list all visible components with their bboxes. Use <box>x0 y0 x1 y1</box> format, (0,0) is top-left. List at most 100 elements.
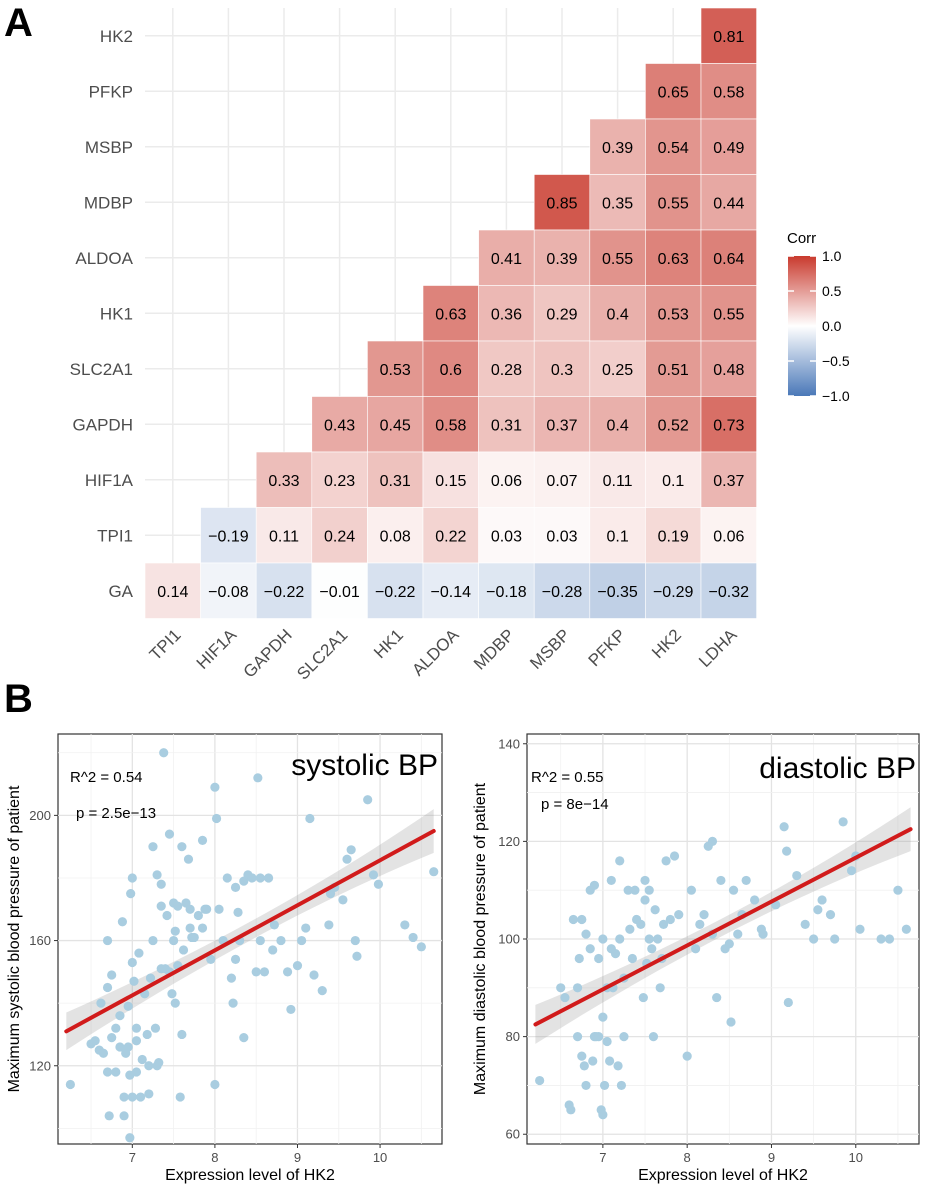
data-point <box>682 1051 692 1061</box>
data-point <box>579 1061 589 1071</box>
data-point <box>699 909 709 920</box>
row-label: HK2 <box>100 27 133 46</box>
data-point <box>627 953 637 964</box>
data-point <box>230 882 241 892</box>
cell-value-label: 0.24 <box>324 528 355 545</box>
data-point <box>825 909 836 920</box>
data-point <box>233 907 243 917</box>
cell-value-label: 0.48 <box>713 362 744 379</box>
heatmap-cell <box>645 63 702 120</box>
data-point <box>164 829 175 839</box>
cell-value-label: 0.08 <box>380 528 411 545</box>
data-point <box>98 1048 109 1058</box>
data-point <box>107 970 117 980</box>
data-point <box>577 914 587 925</box>
data-point <box>750 895 760 905</box>
data-point <box>817 895 827 905</box>
data-point <box>661 856 671 866</box>
col-label: PFKP <box>585 625 630 670</box>
data-point <box>111 1023 121 1033</box>
data-point <box>145 973 156 983</box>
cell-value-label: 0.11 <box>269 528 299 545</box>
data-point <box>102 982 113 993</box>
data-point <box>615 856 625 866</box>
data-point <box>598 1110 608 1120</box>
data-point <box>107 1032 117 1043</box>
data-point <box>152 870 162 880</box>
heatmap-cell <box>200 562 257 619</box>
x-tick-label: 10 <box>849 1150 863 1165</box>
cell-value-label: 0.44 <box>713 195 744 212</box>
data-point <box>185 923 195 933</box>
cell-value-label: −0.01 <box>319 584 360 601</box>
data-point <box>809 934 819 944</box>
data-point <box>127 957 137 968</box>
heatmap-cell <box>533 562 591 619</box>
data-point <box>148 935 158 946</box>
scatter-diastolic: 7 8 9 10 60 80 100 120 140 diastolic BP R^2 = 0.… <box>472 733 920 1184</box>
heatmap-cell <box>589 118 646 175</box>
data-point <box>247 873 257 883</box>
regression-line <box>64 829 436 1034</box>
data-point <box>625 924 635 934</box>
cell-value-label: 0.52 <box>658 417 689 434</box>
data-point <box>259 967 270 977</box>
p-annotation: p = 8e−14 <box>541 796 609 813</box>
data-point <box>712 992 722 1003</box>
col-label: TPI1 <box>146 625 185 664</box>
data-point <box>724 939 734 949</box>
heatmap-cell <box>478 451 535 508</box>
data-point <box>162 910 172 921</box>
data-point <box>175 1092 185 1102</box>
r2-annotation: R^2 = 0.54 <box>70 769 143 786</box>
x-axis-label: Expression level of HK2 <box>165 1167 335 1184</box>
heatmap-cell <box>700 396 757 453</box>
cell-value-label: −0.18 <box>486 584 527 601</box>
data-point <box>115 1011 125 1021</box>
cell-value-label: 0.54 <box>658 140 689 157</box>
data-point <box>251 967 261 977</box>
col-label: LDHA <box>695 625 741 671</box>
legend-tick-label: 0.0 <box>822 318 842 334</box>
data-point <box>210 782 220 792</box>
cell-value-label: −0.22 <box>375 584 416 601</box>
data-point <box>653 934 663 944</box>
data-point <box>568 914 578 925</box>
row-label: MDBP <box>84 193 133 212</box>
heatmap-cell <box>255 507 313 564</box>
data-point <box>350 935 360 946</box>
heatmap-cells: 0.81 0.65 0.58 0.39 0.54 0.49 0.85 0.35 0.55 0.44… <box>144 7 757 619</box>
data-point <box>373 879 384 889</box>
data-point <box>566 1105 576 1115</box>
row-label: HIF1A <box>85 471 134 490</box>
data-point <box>282 967 293 977</box>
x-axis-label: Expression level of HK2 <box>638 1167 808 1184</box>
data-point <box>268 945 278 955</box>
data-point <box>104 1111 114 1121</box>
data-point <box>170 926 180 936</box>
plot-title: diastolic BP <box>759 752 916 785</box>
data-point <box>674 909 684 920</box>
heatmap-cell <box>700 507 757 564</box>
data-point <box>202 904 212 914</box>
x-tick-label: 7 <box>599 1150 606 1165</box>
data-point <box>686 885 696 895</box>
cell-value-label: 0.53 <box>380 362 411 379</box>
cell-value-label: 0.06 <box>713 528 744 545</box>
heatmap-cell <box>645 507 702 564</box>
data-point <box>197 835 208 846</box>
y-axis-label: Maximum diastolic blood pressure of pati… <box>472 782 489 1095</box>
cell-value-label: 0.35 <box>602 195 633 212</box>
cell-value-label: 0.85 <box>546 195 577 212</box>
data-point <box>239 1032 249 1043</box>
y-axis-label: Maximum systolic blood pressure of patie… <box>6 785 23 1092</box>
heatmap-cell <box>144 562 201 619</box>
data-point <box>126 889 136 899</box>
data-point <box>137 1054 147 1065</box>
data-point <box>758 929 768 939</box>
heatmap-cell <box>645 396 702 453</box>
data-point <box>214 904 224 914</box>
heatmap-cell <box>645 285 702 342</box>
cell-value-label: 0.39 <box>546 251 577 268</box>
